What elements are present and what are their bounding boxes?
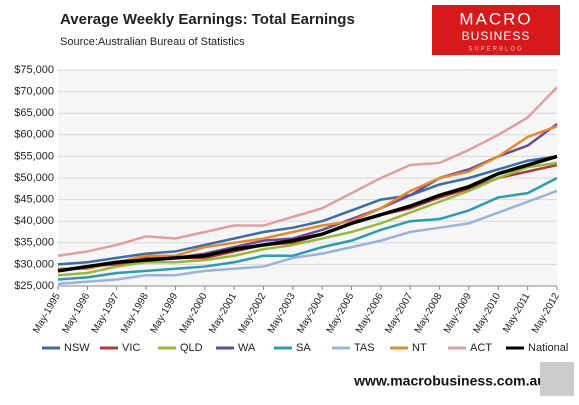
series-line (57, 86, 558, 257)
legend-label: QLD (180, 342, 203, 354)
legend-label: NT (412, 342, 427, 354)
series-line (57, 154, 558, 273)
y-tick-label: $45,000 (14, 194, 54, 206)
series-line (57, 155, 558, 266)
y-tick-label: $65,000 (14, 107, 54, 119)
legend-label: WA (238, 342, 256, 354)
logo-text: SUPERBLOG (468, 47, 523, 53)
legend-label: National (528, 342, 568, 354)
y-tick-label: $50,000 (14, 172, 54, 184)
logo-icon (540, 362, 574, 396)
y-tick-label: $60,000 (14, 129, 54, 141)
footer: www.macrobusiness.com.au (353, 373, 546, 389)
logo-text: MACRO (459, 9, 532, 28)
y-tick-label: $30,000 (14, 258, 54, 270)
legend-label: NSW (64, 342, 90, 354)
series-line (57, 161, 558, 277)
y-tick-label: $55,000 (14, 150, 54, 162)
chart-subtitle: Source:Australian Bureau of Statistics (60, 36, 245, 48)
series-line (57, 122, 558, 273)
y-tick-label: $40,000 (14, 215, 54, 227)
y-tick-label: $75,000 (14, 64, 54, 76)
legend-label: ACT (470, 342, 492, 354)
series-line (57, 189, 558, 286)
logo-text: BUSINESS (462, 29, 531, 43)
y-tick-label: $70,000 (14, 86, 54, 98)
y-tick-label: $25,000 (14, 280, 54, 292)
legend-label: TAS (354, 342, 375, 354)
logo-box (432, 5, 560, 55)
chart-title: Average Weekly Earnings: Total Earnings (60, 11, 355, 28)
series-line (57, 176, 558, 281)
legend-label: VIC (122, 342, 140, 354)
y-tick-label: $35,000 (14, 237, 54, 249)
series-line (58, 124, 558, 270)
legend-label: SA (296, 342, 311, 354)
